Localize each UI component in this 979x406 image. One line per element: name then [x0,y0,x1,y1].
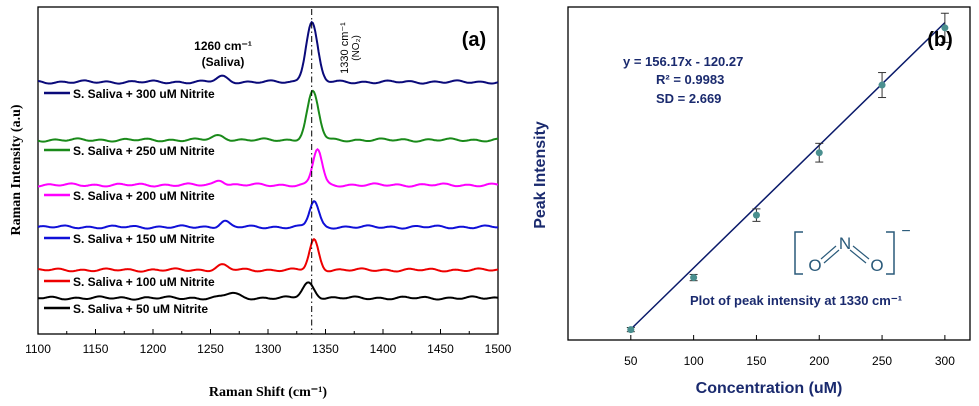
panel-caption: Plot of peak intensity at 1330 cm⁻¹ [690,293,902,308]
right-bracket [886,231,895,275]
atom-n: N [839,234,851,253]
x-tick-label-a: 1150 [83,342,109,356]
data-point [752,211,760,219]
saliva-peak-sublabel: (Saliva) [202,55,245,69]
spectra-curves [37,20,499,301]
atom-o-right: O [870,256,883,275]
fit-r-squared: R² = 0.9983 [656,72,724,87]
nitrite-peak-label: 1330 cm⁻¹ [339,22,351,74]
x-tick-label-a: 1250 [197,342,224,356]
y-axis-title-a: Raman Intensity (a.u) [9,104,24,235]
nitrite-peak-sublabel: (NO₂) [351,35,362,61]
data-point [878,81,886,89]
y-axis-title-b: Peak Intensity [532,121,549,229]
bond-right-1 [852,245,870,260]
x-tick-label-a: 1200 [140,342,167,356]
panel-label-a: (a) [462,29,486,51]
series-label: S. Saliva + 150 uM Nitrite [73,232,215,246]
x-tick-label-b: 200 [809,354,829,368]
spectrum-line [37,89,498,143]
x-tick-label-b: 100 [684,354,704,368]
spectrum-line [37,147,499,188]
spectrum-line [37,20,499,85]
fit-sd: SD = 2.669 [656,91,721,106]
spectrum-line [37,199,498,230]
data-point [941,24,949,32]
data-point [690,274,698,282]
nitrite-structure: O N O − [794,223,911,275]
series-label: S. Saliva + 50 uM Nitrite [73,302,208,316]
raman-spectra-panel: 1100 1150 1200 1250 1300 1350 1400 1450 1500 S. … [9,6,512,400]
x-axis-title-a: Raman Shift (cm⁻¹) [209,385,327,400]
x-tick-label-a: 1300 [255,342,282,356]
x-tick-label-b: 300 [935,354,955,368]
series-label: S. Saliva + 250 uM Nitrite [73,144,215,158]
x-tick-label-b: 50 [624,354,638,368]
calibration-panel: 50 100 150 200 250 300 (b) y = 156.17x - 120.… [532,6,971,397]
fit-equation: y = 156.17x - 120.27 [623,54,743,69]
series-label: S. Saliva + 300 uM Nitrite [73,87,215,101]
x-tick-label-a: 1350 [312,342,339,356]
series-labels: S. Saliva + 300 uM Nitrite S. Saliva + 25… [44,87,215,316]
left-bracket [794,231,803,275]
x-tick-label-a: 1400 [370,342,397,356]
data-point [627,326,635,334]
spectrum-line [37,237,499,273]
data-point [815,149,823,157]
x-tick-label-a: 1500 [485,342,512,356]
x-tick-label-b: 250 [872,354,892,368]
series-label: S. Saliva + 200 uM Nitrite [73,189,215,203]
bond-left-2 [823,249,840,264]
x-tick-label-a: 1450 [427,342,454,356]
panel-label-b: (b) [927,29,953,51]
x-axis-ticks-b: 50 100 150 200 250 300 [624,335,955,368]
x-tick-label-a: 1100 [25,342,51,356]
bond-left-1 [820,245,837,260]
plot-frame-b [567,6,971,341]
x-axis-ticks-a: 1100 1150 1200 1250 1300 1350 1400 1450 1500 [25,329,512,356]
saliva-peak-label: 1260 cm⁻¹ [194,39,252,53]
calibration-points [626,12,949,334]
bond-right-2 [849,249,867,264]
x-tick-label-b: 150 [746,354,766,368]
x-axis-title-b: Concentration (uM) [696,380,843,397]
atom-o-left: O [808,256,821,275]
linear-fit-line [627,22,946,333]
ion-charge: − [901,223,910,240]
spectrum-line [37,281,499,301]
series-label: S. Saliva + 100 uM Nitrite [73,275,215,289]
